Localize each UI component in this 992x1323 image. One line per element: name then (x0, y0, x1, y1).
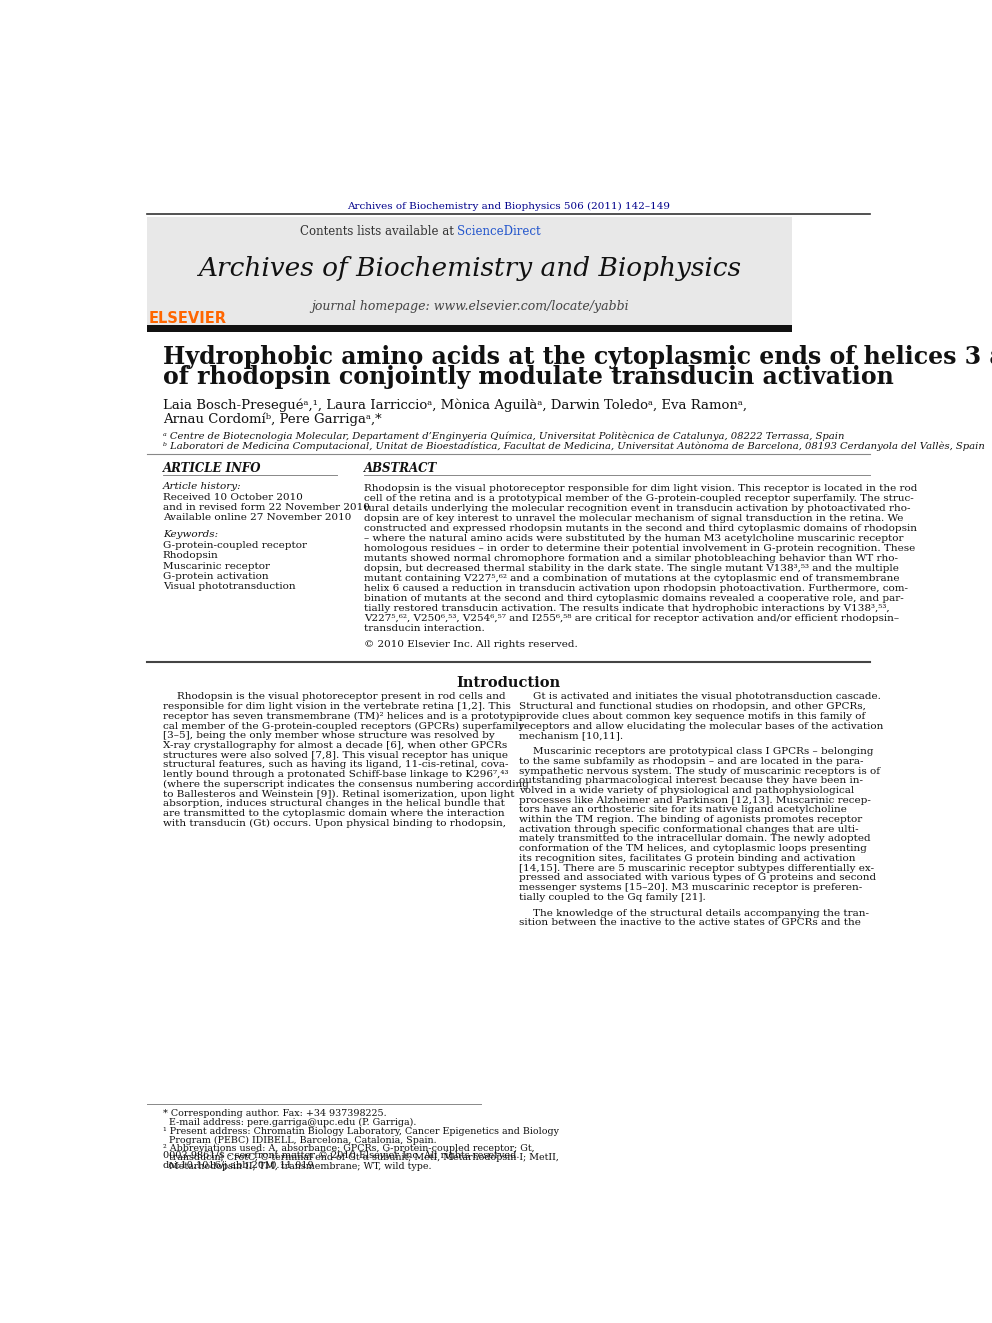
Text: are transmitted to the cytoplasmic domain where the interaction: are transmitted to the cytoplasmic domai… (163, 808, 504, 818)
Text: Muscarinic receptor: Muscarinic receptor (163, 561, 270, 570)
Text: Laia Bosch-Preseguéᵃ,¹, Laura Iarriccioᵃ, Mònica Aguilàᵃ, Darwin Toledoᵃ, Eva Ra: Laia Bosch-Preseguéᵃ,¹, Laura Iarriccioᵃ… (163, 398, 747, 411)
Text: lently bound through a protonated Schiff-base linkage to K296⁷,⁴³: lently bound through a protonated Schiff… (163, 770, 508, 779)
Text: tors have an orthosteric site for its native ligand acetylcholine: tors have an orthosteric site for its na… (519, 806, 847, 815)
Text: responsible for dim light vision in the vertebrate retina [1,2]. This: responsible for dim light vision in the … (163, 703, 511, 712)
Text: ² Abbreviations used: A, absorbance; GPCRs, G-protein-coupled receptor; Gt,: ² Abbreviations used: A, absorbance; GPC… (163, 1144, 535, 1154)
Text: * Corresponding author. Fax: +34 937398225.: * Corresponding author. Fax: +34 9373982… (163, 1109, 386, 1118)
Text: to Ballesteros and Weinstein [9]). Retinal isomerization, upon light: to Ballesteros and Weinstein [9]). Retin… (163, 790, 514, 799)
Text: mutant containing V227⁵,⁶² and a combination of mutations at the cytoplasmic end: mutant containing V227⁵,⁶² and a combina… (364, 574, 900, 583)
Text: messenger systems [15–20]. M3 muscarinic receptor is preferen-: messenger systems [15–20]. M3 muscarinic… (519, 882, 862, 892)
Text: absorption, induces structural changes in the helical bundle that: absorption, induces structural changes i… (163, 799, 505, 808)
Text: within the TM region. The binding of agonists promotes receptor: within the TM region. The binding of ago… (519, 815, 862, 824)
Text: helix 6 caused a reduction in transducin activation upon rhodopsin photoactivati: helix 6 caused a reduction in transducin… (364, 583, 909, 593)
Text: tially restored transducin activation. The results indicate that hydrophobic int: tially restored transducin activation. T… (364, 603, 890, 613)
Text: transducin; CrotC, C-terminal end of Gt α subunit; MetI, Metarhodopsin I; MetII,: transducin; CrotC, C-terminal end of Gt … (163, 1154, 558, 1163)
Text: Rhodopsin is the visual photoreceptor responsible for dim light vision. This rec: Rhodopsin is the visual photoreceptor re… (364, 484, 918, 493)
Text: tially coupled to the Gq family [21].: tially coupled to the Gq family [21]. (519, 893, 706, 902)
Text: constructed and expressed rhodopsin mutants in the second and third cytoplasmic : constructed and expressed rhodopsin muta… (364, 524, 918, 533)
Text: journal homepage: www.elsevier.com/locate/yabbi: journal homepage: www.elsevier.com/locat… (310, 300, 629, 314)
Text: G-protein activation: G-protein activation (163, 572, 269, 581)
Text: Archives of Biochemistry and Biophysics 506 (2011) 142–149: Archives of Biochemistry and Biophysics … (347, 202, 670, 212)
Text: ELSEVIER: ELSEVIER (149, 311, 226, 325)
Text: 0003-9861/$ - see front matter © 2010 Elsevier Inc. All rights reserved.: 0003-9861/$ - see front matter © 2010 El… (163, 1151, 519, 1160)
Text: receptors and allow elucidating the molecular bases of the activation: receptors and allow elucidating the mole… (519, 721, 884, 730)
Text: ¹ Present address: Chromatin Biology Laboratory, Cancer Epigenetics and Biology: ¹ Present address: Chromatin Biology Lab… (163, 1127, 558, 1135)
Text: V227⁵,⁶², V250⁶,⁵³, V254⁶,⁵⁷ and I255⁶,⁵⁸ are critical for receptor activation a: V227⁵,⁶², V250⁶,⁵³, V254⁶,⁵⁷ and I255⁶,⁵… (364, 614, 900, 623)
Text: Archives of Biochemistry and Biophysics: Archives of Biochemistry and Biophysics (198, 255, 741, 280)
Text: cell of the retina and is a prototypical member of the G-protein-coupled recepto: cell of the retina and is a prototypical… (364, 493, 914, 503)
Text: outstanding pharmacological interest because they have been in-: outstanding pharmacological interest bec… (519, 777, 863, 786)
Text: [3–5], being the only member whose structure was resolved by: [3–5], being the only member whose struc… (163, 732, 494, 741)
Text: The knowledge of the structural details accompanying the tran-: The knowledge of the structural details … (534, 909, 869, 918)
Text: processes like Alzheimer and Parkinson [12,13]. Muscarinic recep-: processes like Alzheimer and Parkinson [… (519, 795, 871, 804)
Bar (147, 217, 792, 325)
Text: Program (PEBC) IDIBELL, Barcelona, Catalonia, Spain.: Program (PEBC) IDIBELL, Barcelona, Catal… (163, 1135, 436, 1144)
Text: homologous residues – in order to determine their potential involvement in G-pro: homologous residues – in order to determ… (364, 544, 916, 553)
Text: pressed and associated with various types of G proteins and second: pressed and associated with various type… (519, 873, 876, 882)
Text: Metarhodopsin II; TM, transmembrane; WT, wild type.: Metarhodopsin II; TM, transmembrane; WT,… (163, 1162, 432, 1171)
Text: provide clues about common key sequence motifs in this family of: provide clues about common key sequence … (519, 712, 865, 721)
Text: sition between the inactive to the active states of GPCRs and the: sition between the inactive to the activ… (519, 918, 861, 927)
Text: activation through specific conformational changes that are ulti-: activation through specific conformation… (519, 824, 859, 833)
Text: Keywords:: Keywords: (163, 531, 218, 538)
Text: Available online 27 November 2010: Available online 27 November 2010 (163, 513, 351, 523)
Text: Gt is activated and initiates the visual phototransduction cascade.: Gt is activated and initiates the visual… (534, 692, 881, 701)
Text: G-protein-coupled receptor: G-protein-coupled receptor (163, 541, 307, 550)
Text: ARTICLE INFO: ARTICLE INFO (163, 462, 261, 475)
Text: Rhodopsin: Rhodopsin (163, 552, 218, 560)
Text: structures were also solved [7,8]. This visual receptor has unique: structures were also solved [7,8]. This … (163, 750, 508, 759)
Text: volved in a wide variety of physiological and pathophysiological: volved in a wide variety of physiologica… (519, 786, 854, 795)
Text: doi:10.1016/j.abb.2010.11.019: doi:10.1016/j.abb.2010.11.019 (163, 1160, 314, 1170)
Text: ScienceDirect: ScienceDirect (457, 225, 541, 238)
Text: of rhodopsin conjointly modulate transducin activation: of rhodopsin conjointly modulate transdu… (163, 365, 894, 389)
Text: Article history:: Article history: (163, 483, 241, 491)
Text: ᵃ Centre de Biotecnologia Molecular, Departament d’Enginyeria Química, Universit: ᵃ Centre de Biotecnologia Molecular, Dep… (163, 431, 844, 441)
Text: [14,15]. There are 5 muscarinic receptor subtypes differentially ex-: [14,15]. There are 5 muscarinic receptor… (519, 864, 874, 873)
Text: its recognition sites, facilitates G protein binding and activation: its recognition sites, facilitates G pro… (519, 853, 856, 863)
Bar (147, 325, 792, 332)
Text: Arnau Cordomíᵇ, Pere Garrigaᵃ,*: Arnau Cordomíᵇ, Pere Garrigaᵃ,* (163, 413, 381, 426)
Text: dopsin are of key interest to unravel the molecular mechanism of signal transduc: dopsin are of key interest to unravel th… (364, 513, 904, 523)
Text: receptor has seven transmembrane (TM)² helices and is a prototypi-: receptor has seven transmembrane (TM)² h… (163, 712, 523, 721)
Text: with transducin (Gt) occurs. Upon physical binding to rhodopsin,: with transducin (Gt) occurs. Upon physic… (163, 819, 506, 828)
Text: structural features, such as having its ligand, 11-cis-retinal, cova-: structural features, such as having its … (163, 761, 508, 770)
Text: to the same subfamily as rhodopsin – and are located in the para-: to the same subfamily as rhodopsin – and… (519, 757, 864, 766)
Text: (where the superscript indicates the consensus numbering according: (where the superscript indicates the con… (163, 779, 529, 789)
Text: Visual phototransduction: Visual phototransduction (163, 582, 296, 591)
Text: transducin interaction.: transducin interaction. (364, 624, 485, 632)
Text: ᵇ Laboratori de Medicina Computacional, Unitat de Bioestadística, Facultat de Me: ᵇ Laboratori de Medicina Computacional, … (163, 442, 985, 451)
Text: bination of mutants at the second and third cytoplasmic domains revealed a coope: bination of mutants at the second and th… (364, 594, 904, 603)
Text: E-mail address: pere.garriga@upc.edu (P. Garriga).: E-mail address: pere.garriga@upc.edu (P.… (163, 1118, 416, 1127)
Text: Received 10 October 2010: Received 10 October 2010 (163, 493, 303, 501)
Text: Rhodopsin is the visual photoreceptor present in rod cells and: Rhodopsin is the visual photoreceptor pr… (177, 692, 505, 701)
Text: cal member of the G-protein-coupled receptors (GPCRs) superfamily: cal member of the G-protein-coupled rece… (163, 721, 524, 730)
Text: dopsin, but decreased thermal stability in the dark state. The single mutant V13: dopsin, but decreased thermal stability … (364, 564, 899, 573)
Text: X-ray crystallography for almost a decade [6], when other GPCRs: X-ray crystallography for almost a decad… (163, 741, 507, 750)
Text: conformation of the TM helices, and cytoplasmic loops presenting: conformation of the TM helices, and cyto… (519, 844, 867, 853)
Text: ABSTRACT: ABSTRACT (364, 462, 437, 475)
Text: and in revised form 22 November 2010: and in revised form 22 November 2010 (163, 503, 370, 512)
Text: Hydrophobic amino acids at the cytoplasmic ends of helices 3 and 6: Hydrophobic amino acids at the cytoplasm… (163, 345, 992, 369)
Text: © 2010 Elsevier Inc. All rights reserved.: © 2010 Elsevier Inc. All rights reserved… (364, 640, 578, 650)
Text: Introduction: Introduction (456, 676, 560, 691)
Text: mately transmitted to the intracellular domain. The newly adopted: mately transmitted to the intracellular … (519, 835, 871, 844)
Text: Contents lists available at: Contents lists available at (300, 225, 457, 238)
Text: mutants showed normal chromophore formation and a similar photobleaching behavio: mutants showed normal chromophore format… (364, 554, 898, 562)
Text: Muscarinic receptors are prototypical class I GPCRs – belonging: Muscarinic receptors are prototypical cl… (534, 747, 874, 757)
Text: – where the natural amino acids were substituted by the human M3 acetylcholine m: – where the natural amino acids were sub… (364, 534, 904, 542)
Text: tural details underlying the molecular recognition event in transducin activatio: tural details underlying the molecular r… (364, 504, 911, 513)
Text: Structural and functional studies on rhodopsin, and other GPCRs,: Structural and functional studies on rho… (519, 703, 866, 712)
Text: sympathetic nervous system. The study of muscarinic receptors is of: sympathetic nervous system. The study of… (519, 766, 880, 775)
Text: mechanism [10,11].: mechanism [10,11]. (519, 732, 623, 741)
